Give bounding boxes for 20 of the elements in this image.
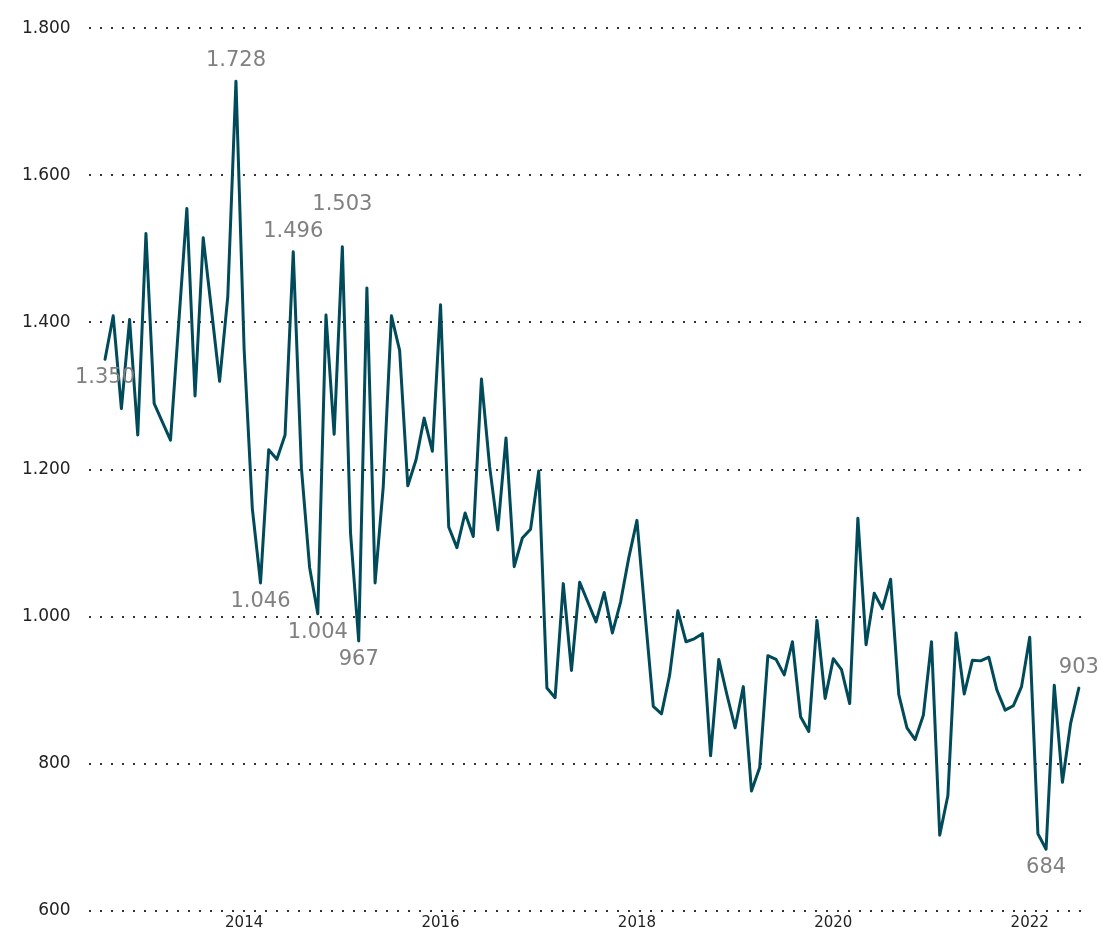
x-tick-label: 2016 bbox=[421, 912, 460, 931]
data-label: 684 bbox=[1026, 854, 1067, 879]
data-label: 1.004 bbox=[287, 618, 348, 643]
y-tick-label: 600 bbox=[38, 899, 71, 920]
data-label: 1.496 bbox=[263, 217, 324, 242]
y-tick-label: 1.800 bbox=[22, 16, 71, 37]
x-tick-label: 2014 bbox=[225, 912, 264, 931]
x-tick-label: 2022 bbox=[1010, 912, 1049, 931]
data-label: 903 bbox=[1058, 654, 1099, 679]
data-label: 1.503 bbox=[312, 190, 373, 215]
y-tick-label: 1.000 bbox=[22, 605, 71, 626]
x-tick-label: 2020 bbox=[814, 912, 853, 931]
y-tick-label: 1.200 bbox=[22, 458, 71, 479]
data-label: 1.728 bbox=[205, 47, 267, 72]
y-tick-label: 1.600 bbox=[22, 163, 71, 184]
x-tick-label: 2018 bbox=[617, 912, 657, 931]
data-label: 967 bbox=[338, 645, 379, 670]
y-tick-label: 1.400 bbox=[22, 310, 71, 331]
y-tick-label: 800 bbox=[38, 752, 71, 773]
data-label: 1.046 bbox=[230, 587, 291, 612]
